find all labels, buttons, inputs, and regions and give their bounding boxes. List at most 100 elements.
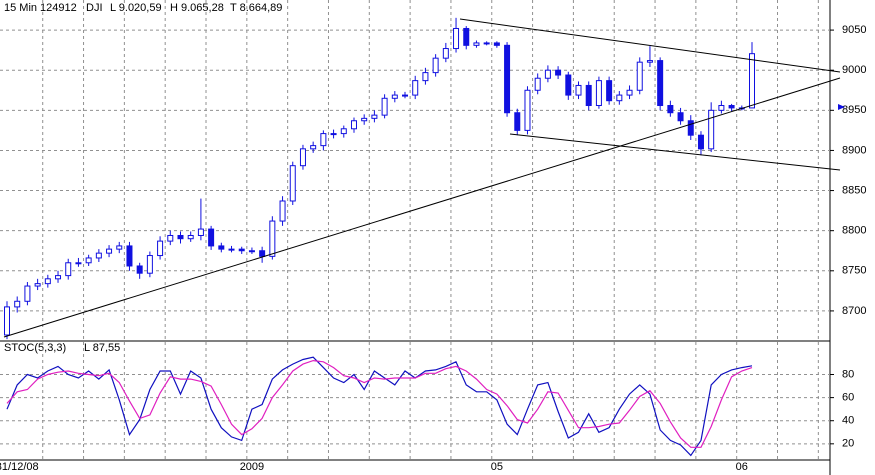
y-tick-label: 9050 xyxy=(842,24,866,36)
candle-body xyxy=(371,114,378,119)
indicator-value: L 87,55 xyxy=(84,342,120,354)
candle-body xyxy=(463,27,470,46)
candle-body xyxy=(4,306,10,336)
candle-body xyxy=(197,228,204,236)
candle-body xyxy=(75,262,82,265)
candle-body xyxy=(626,89,633,96)
candle-body xyxy=(106,248,113,254)
candle-body xyxy=(667,105,674,114)
candle-body xyxy=(504,44,511,114)
indicator-line xyxy=(6,359,753,448)
candle-body xyxy=(483,42,490,45)
candle-body xyxy=(116,245,123,250)
y-tick-label: 8800 xyxy=(842,225,866,237)
candle-body xyxy=(146,255,153,274)
candle-body xyxy=(453,27,460,50)
candle-body xyxy=(85,257,92,264)
header-text: 124912 xyxy=(40,2,77,14)
candle-body xyxy=(555,69,562,76)
candle-body xyxy=(422,72,429,82)
trend-line xyxy=(3,77,841,338)
candle-body xyxy=(749,53,755,109)
y-tick-label: 8900 xyxy=(842,144,866,156)
candle-body xyxy=(391,94,398,99)
trend-lines xyxy=(3,18,845,338)
candle-body xyxy=(126,245,133,267)
candle-body xyxy=(524,89,531,131)
candle-body xyxy=(269,220,276,257)
header-text: H 9.065,28 xyxy=(170,2,224,14)
candle-body xyxy=(473,42,480,46)
candle-body xyxy=(575,84,582,96)
candle-body xyxy=(381,97,388,116)
candle-body xyxy=(544,69,551,79)
candle-body xyxy=(238,248,245,252)
candle-body xyxy=(402,94,409,97)
y-tick-label: 9000 xyxy=(842,64,866,76)
candle-body xyxy=(340,128,347,135)
y-tick-label: 8750 xyxy=(842,265,866,277)
header-text: DJI xyxy=(86,2,103,14)
y-tick-label: 8850 xyxy=(842,184,866,196)
candle-body xyxy=(514,112,521,131)
trend-line xyxy=(509,133,841,171)
candle-body xyxy=(565,74,572,96)
candle-body xyxy=(95,252,102,259)
candle-body xyxy=(361,117,368,122)
candle-body xyxy=(44,278,51,285)
header-text: T 8.664,89 xyxy=(230,2,282,14)
header-text: 15 Min xyxy=(4,2,37,14)
candle-body xyxy=(228,248,235,251)
candle-body xyxy=(534,77,541,91)
candle-body xyxy=(708,109,715,150)
indicator-title: STOC(5,3,3) xyxy=(4,342,66,354)
price-marker xyxy=(838,104,845,110)
indicator-line xyxy=(6,356,753,457)
candle-body xyxy=(34,283,41,287)
x-tick-label: 05 xyxy=(491,461,503,473)
candle-body xyxy=(677,112,684,122)
candle-body xyxy=(606,80,613,102)
candle-body xyxy=(350,120,357,130)
y-tick-label: 40 xyxy=(842,415,854,427)
candle-body xyxy=(136,265,143,274)
candle-body xyxy=(187,234,194,240)
candle-body xyxy=(279,200,286,222)
candle-body xyxy=(177,234,184,240)
candle-body xyxy=(687,120,694,136)
header-text: L 9.020,59 xyxy=(110,2,162,14)
candle-body xyxy=(646,60,653,63)
candle-body xyxy=(697,134,704,150)
trend-line xyxy=(459,18,841,73)
candle-body xyxy=(208,228,215,247)
candle-body xyxy=(330,133,337,136)
candle-body xyxy=(289,165,296,202)
candle-body xyxy=(728,105,735,109)
candle-body xyxy=(259,250,266,257)
candle-body xyxy=(310,145,317,150)
candle-body xyxy=(595,80,602,107)
candle-body xyxy=(320,133,327,147)
candle-body xyxy=(299,148,306,167)
candle-body xyxy=(14,300,21,308)
y-tick-label: 8700 xyxy=(842,305,866,317)
x-tick-label: 06 xyxy=(736,461,748,473)
candle-body xyxy=(718,105,725,111)
candle-body xyxy=(616,94,623,102)
y-tick-label: 8950 xyxy=(842,104,866,116)
candle-body xyxy=(442,48,449,59)
candle-body xyxy=(412,80,419,96)
candle-body xyxy=(248,250,255,253)
candle-body xyxy=(636,61,643,91)
candle-body xyxy=(157,240,164,257)
candle-body xyxy=(493,42,500,46)
header: 15 Min 124912 DJI L 9.020,59 H 9.065,28 … xyxy=(4,2,282,14)
candle-body xyxy=(65,262,72,277)
candle-body xyxy=(24,285,31,302)
candle-body xyxy=(585,84,592,107)
candle-body xyxy=(55,275,62,280)
candle-body xyxy=(218,245,225,250)
y-tick-label: 60 xyxy=(842,392,854,404)
x-tick-label: 31/12/08 xyxy=(0,461,39,473)
